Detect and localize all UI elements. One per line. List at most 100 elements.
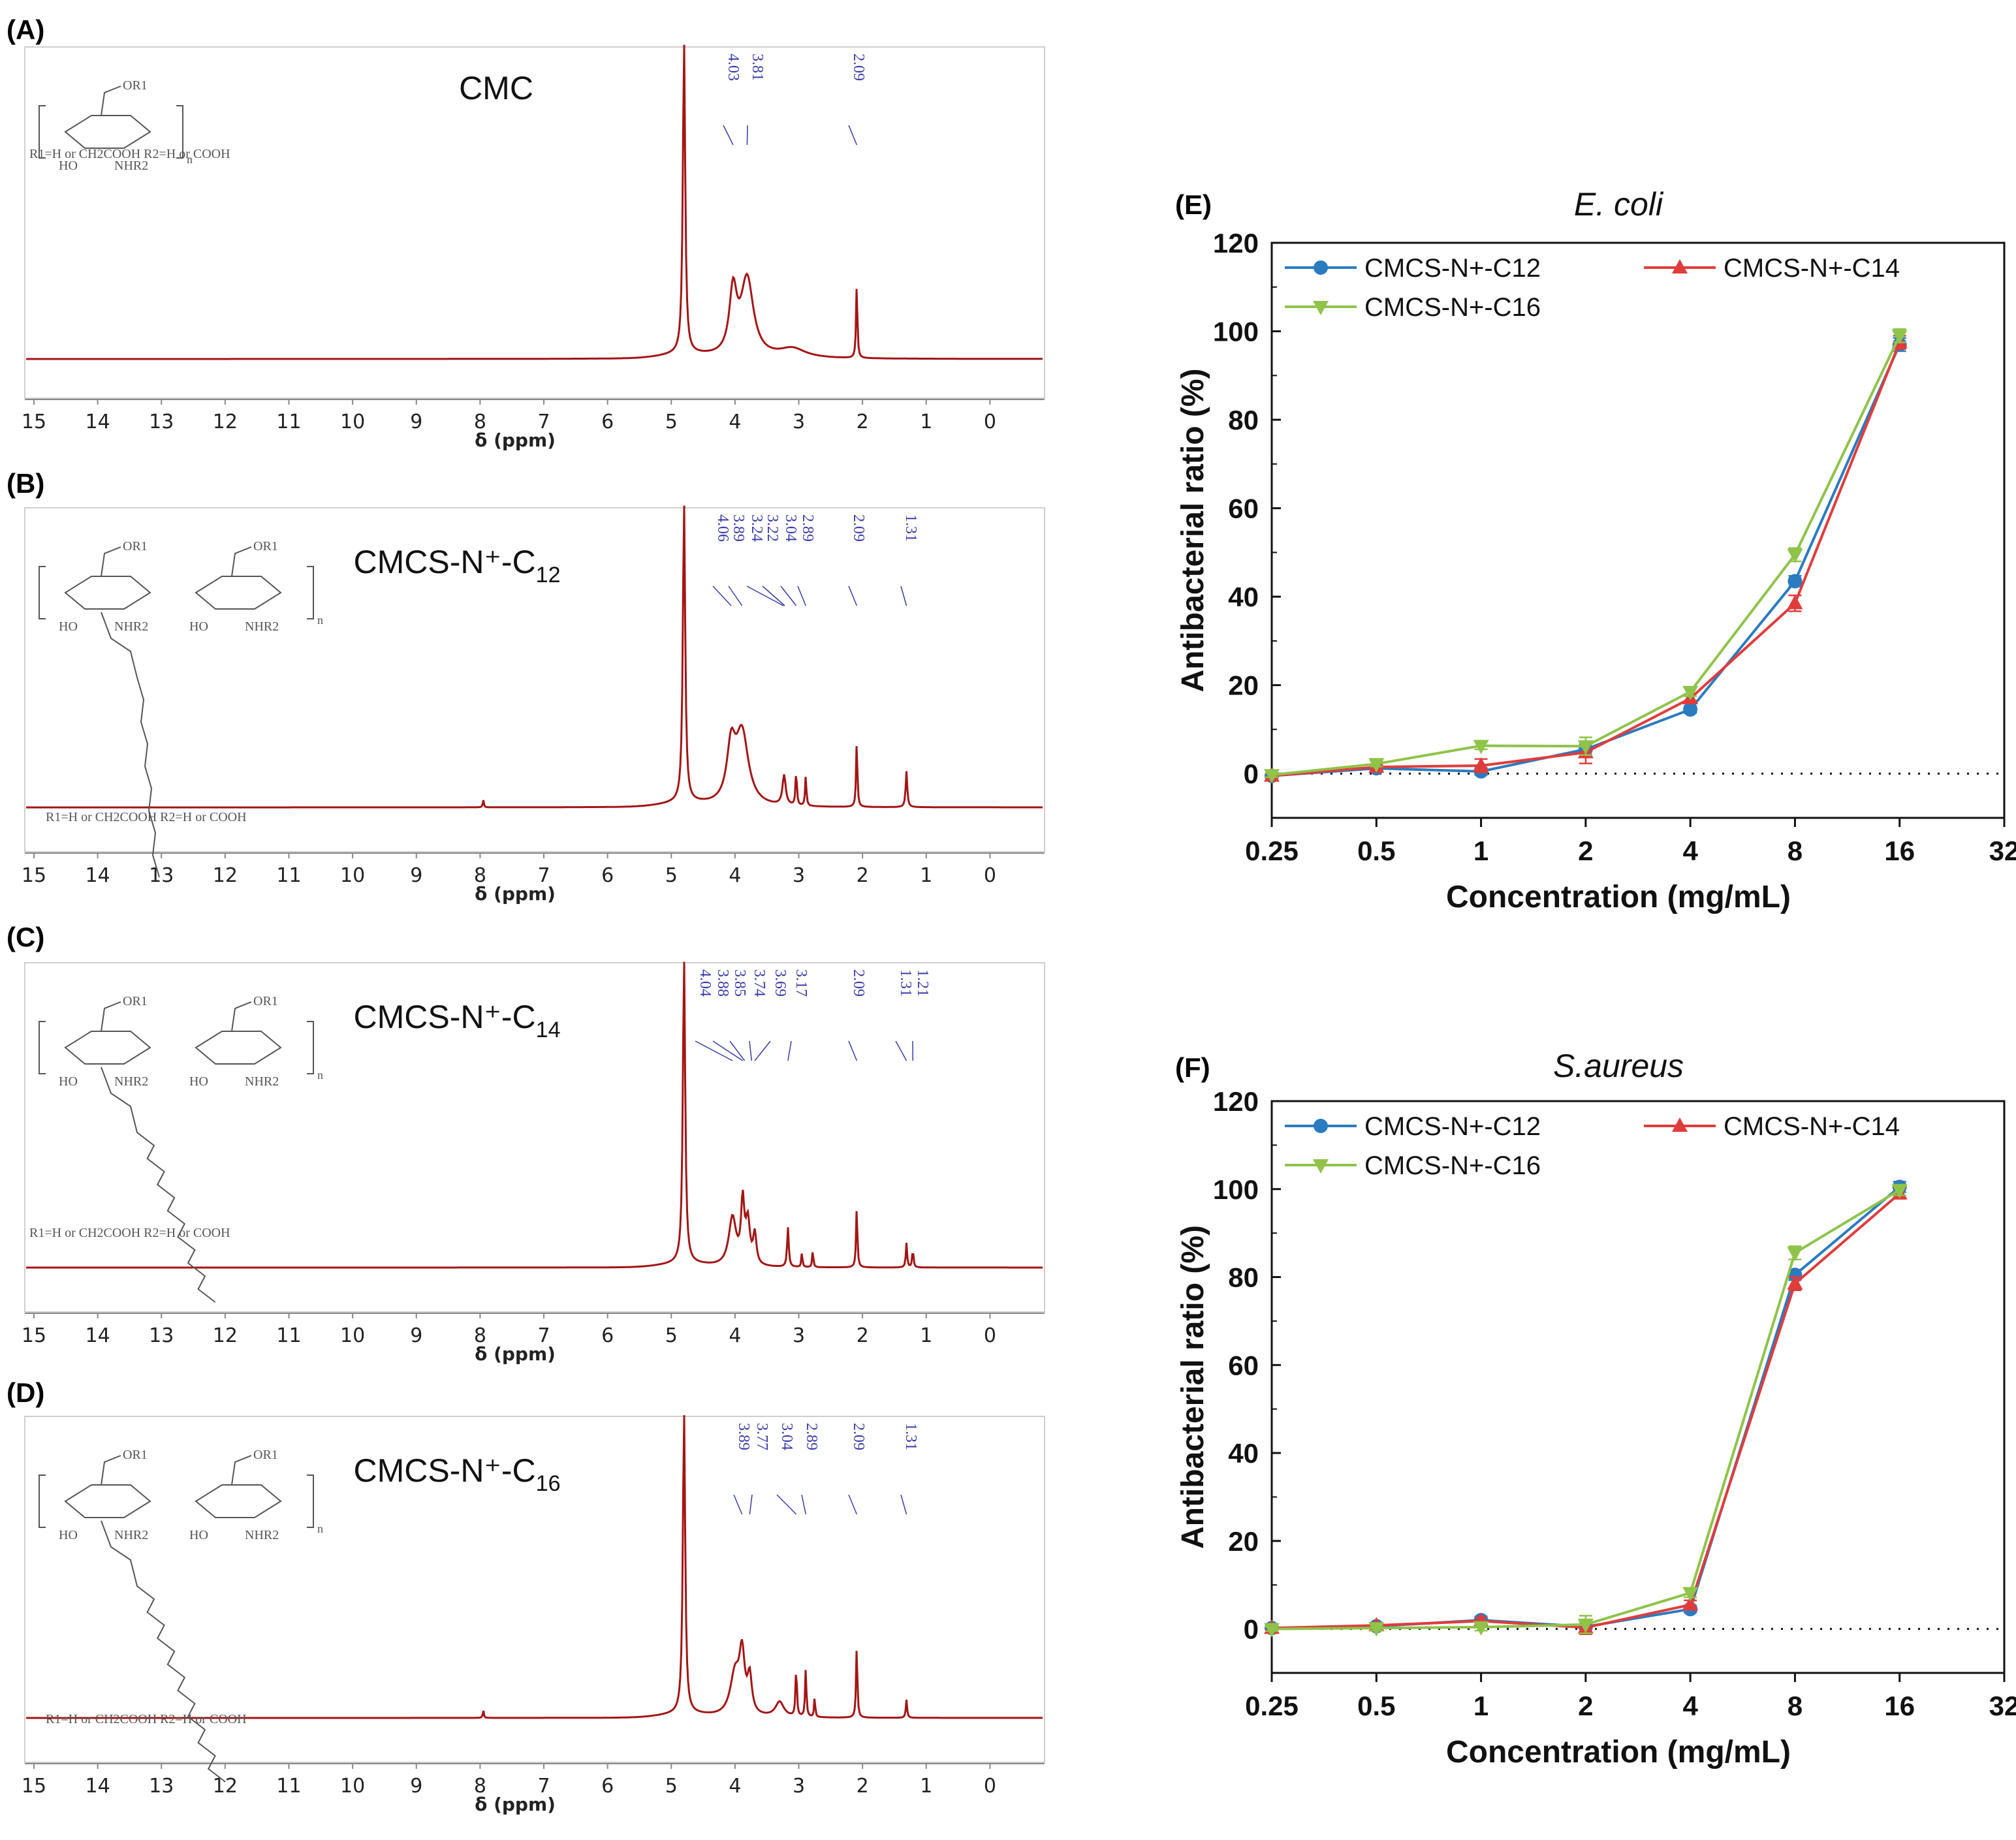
- ppm-tick-label: 7: [537, 1775, 550, 1798]
- peak-label: 3.74: [751, 969, 768, 997]
- peak-label: 3.69: [772, 969, 789, 997]
- structure-nh-label: NHR2: [114, 1528, 148, 1542]
- peak-label-leader: [712, 585, 732, 606]
- y-tick-label: 60: [1228, 493, 1259, 524]
- ppm-tick-label: 3: [793, 411, 805, 433]
- data-point: [1891, 1184, 1908, 1199]
- x-tick-label: 2: [1578, 835, 1593, 866]
- x-tick-label: 8: [1788, 835, 1803, 866]
- peak-label: 3.89: [730, 514, 747, 542]
- peak-label: 3.04: [778, 1423, 795, 1450]
- plot-frame: [1270, 1100, 2006, 1674]
- side-chain-bond: [101, 546, 121, 577]
- peak-label-leader: [900, 585, 907, 606]
- peak-label: 2.09: [850, 514, 867, 542]
- peak-label: 3.88: [714, 969, 731, 997]
- ppm-tick-label: 3: [793, 1324, 805, 1347]
- sugar-ring: [64, 115, 151, 149]
- alkyl-chain: [101, 1520, 226, 1783]
- peak-labels: 4.03 3.81 2.09: [723, 54, 867, 146]
- series-cmcs-n-c14: [1264, 334, 1908, 782]
- data-point: [1682, 1596, 1699, 1611]
- structure-nh-label: NHR2: [245, 619, 279, 634]
- series-line: [1271, 1189, 1900, 1630]
- peak-labels: 3.89 3.77 3.04 2.89 2.09 1.31: [733, 1423, 919, 1515]
- x-tick-label: 4: [1682, 1691, 1698, 1721]
- chemical-structure: OR1 HO NHR2 nR1=H or CH2COOH R2=H or COOH: [29, 78, 230, 173]
- data-point: [1577, 1618, 1594, 1633]
- structure-n-label: n: [317, 1522, 323, 1535]
- ppm-tick-label: 0: [984, 864, 996, 887]
- structure-n-label: n: [317, 1068, 323, 1082]
- structure-or-label: OR1: [123, 994, 148, 1008]
- structure-n-label: n: [317, 614, 323, 627]
- sample-title-main: CMCS-N⁺-C: [354, 999, 536, 1035]
- spectrum-frame: [24, 507, 1045, 852]
- peak-label: 4.03: [725, 54, 742, 81]
- sample-title-subscript: 12: [536, 563, 561, 587]
- ppm-tick-label: 10: [340, 864, 365, 887]
- antibacterial-panel-e: (E) E. coli 0 20 40 60 80 100 120 0.25 0.5 1 2 4 8 16 3…: [1175, 186, 2016, 914]
- sample-title-main: CMCS-N⁺-C: [354, 544, 536, 580]
- ppm-tick-label: 14: [86, 1775, 110, 1798]
- y-axis-title: Antibacterial ratio (%): [1176, 368, 1210, 692]
- ppm-axis-title: δ (ppm): [475, 429, 556, 451]
- polymer-bracket: [39, 1021, 314, 1074]
- ppm-tick-label: 7: [537, 1324, 550, 1347]
- ppm-tick-label: 15: [22, 864, 46, 887]
- structure-or-label: OR1: [123, 539, 148, 554]
- sample-title-main: CMC: [459, 70, 533, 106]
- ppm-tick-label: 1: [920, 1775, 932, 1798]
- peak-label-leader: [733, 1494, 743, 1515]
- peak-label-leader: [749, 1494, 753, 1515]
- sugar-ring: [64, 576, 151, 610]
- panel-label: (D): [7, 1377, 44, 1408]
- data-point: [1787, 1247, 1803, 1262]
- legend-marker: [1313, 301, 1329, 315]
- data-point: [1787, 595, 1803, 610]
- structure-r-legend: R1=H or CH2COOH R2=H or COOH: [29, 1226, 230, 1240]
- ppm-tick-label: 5: [665, 411, 678, 433]
- ppm-tick-label: 8: [474, 411, 486, 433]
- structure-nh-label: NHR2: [245, 1528, 279, 1542]
- data-point: [1683, 702, 1698, 717]
- ppm-tick-label: 3: [793, 864, 805, 887]
- ppm-tick-label: 3: [793, 1775, 805, 1798]
- x-tick-label: 8: [1788, 1691, 1803, 1721]
- legend-label: CMCS-N+-C12: [1364, 254, 1541, 283]
- peak-label-leader: [776, 1494, 797, 1515]
- x-tick-label: 1: [1473, 835, 1488, 866]
- legend-label: CMCS-N+-C16: [1364, 1151, 1541, 1180]
- ppm-tick-label: 4: [729, 864, 741, 887]
- ppm-tick-label: 7: [537, 411, 550, 433]
- sugar-ring: [195, 1031, 282, 1065]
- polymer-bracket: [39, 105, 183, 159]
- ppm-tick-label: 6: [601, 411, 614, 433]
- ppm-tick-label: 13: [149, 864, 174, 887]
- peak-label-leader: [797, 585, 806, 606]
- ppm-tick-label: 6: [601, 1324, 614, 1347]
- data-point: [1264, 1623, 1280, 1638]
- peak-label: 3.24: [748, 514, 765, 542]
- y-tick-label: 60: [1228, 1350, 1259, 1380]
- data-point: [1682, 1587, 1699, 1602]
- peak-label: 4.06: [714, 514, 731, 542]
- ppm-axis-title: δ (ppm): [475, 1794, 556, 1815]
- y-tick-label: 0: [1244, 758, 1259, 789]
- ppm-tick-label: 0: [984, 1775, 996, 1798]
- x-tick-label: 2: [1578, 1691, 1593, 1721]
- peak-label-leader: [754, 1040, 771, 1061]
- series-line: [1271, 344, 1901, 777]
- x-tick-label: 0.5: [1357, 835, 1395, 866]
- data-point: [1368, 758, 1385, 773]
- structure-ho-label: HO: [59, 1528, 78, 1542]
- ppm-tick-label: 9: [410, 1775, 422, 1798]
- ppm-tick-label: 8: [474, 864, 486, 887]
- structure-or-label: OR1: [123, 1448, 148, 1462]
- series-cmcs-n-c16: [1264, 328, 1908, 784]
- side-chain-bond: [101, 1455, 121, 1486]
- structure-ho-label: HO: [59, 159, 78, 173]
- ppm-tick-label: 8: [474, 1324, 486, 1347]
- y-tick-label: 40: [1228, 1438, 1259, 1469]
